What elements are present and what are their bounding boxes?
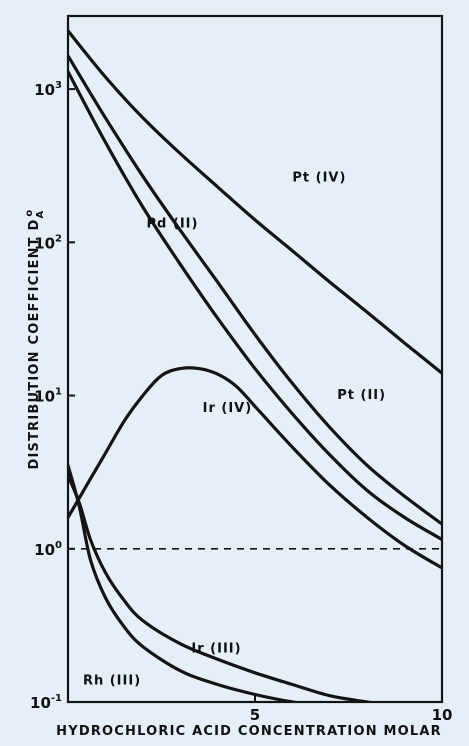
x-axis-label: HYDROCHLORIC ACID CONCENTRATION MOLAR (56, 724, 442, 739)
y-tick-label: 103 (34, 80, 62, 99)
series-label-pd-ii: Pd (II) (147, 216, 199, 231)
series-label-ir-iv: Ir (IV) (203, 401, 253, 416)
series-label-pt-iv: Pt (IV) (292, 170, 346, 185)
y-tick-label: 100 (34, 540, 62, 559)
series-label-pt-ii: Pt (II) (337, 388, 386, 403)
series-label-rh-iii: Rh (III) (83, 674, 141, 689)
y-tick-label: 102 (34, 233, 62, 252)
x-tick-label: 5 (250, 706, 260, 724)
series-line-ir-iv (68, 366, 442, 570)
labels-layer: Pt (IV) Pd (II) Pt (II) Ir (IV) Ir (III) Rh (… (24, 170, 442, 739)
curves-layer (68, 29, 442, 702)
series-label-ir-iii: Ir (III) (191, 642, 241, 657)
axes-layer: 10-1 100 101 102 103 5 10 (30, 14, 453, 724)
series-line-pt-iv (68, 29, 442, 375)
series-line-rh-iii (68, 463, 303, 702)
y-tick-label: 10-1 (30, 693, 62, 712)
y-axis-label: DISTRIBUTION COEFFICIENT DAo (24, 209, 46, 470)
series-line-pd-ii (68, 54, 442, 526)
series-line-pt-ii (68, 70, 442, 542)
y-tick-label: 101 (34, 387, 62, 406)
x-tick-label: 10 (432, 706, 453, 724)
